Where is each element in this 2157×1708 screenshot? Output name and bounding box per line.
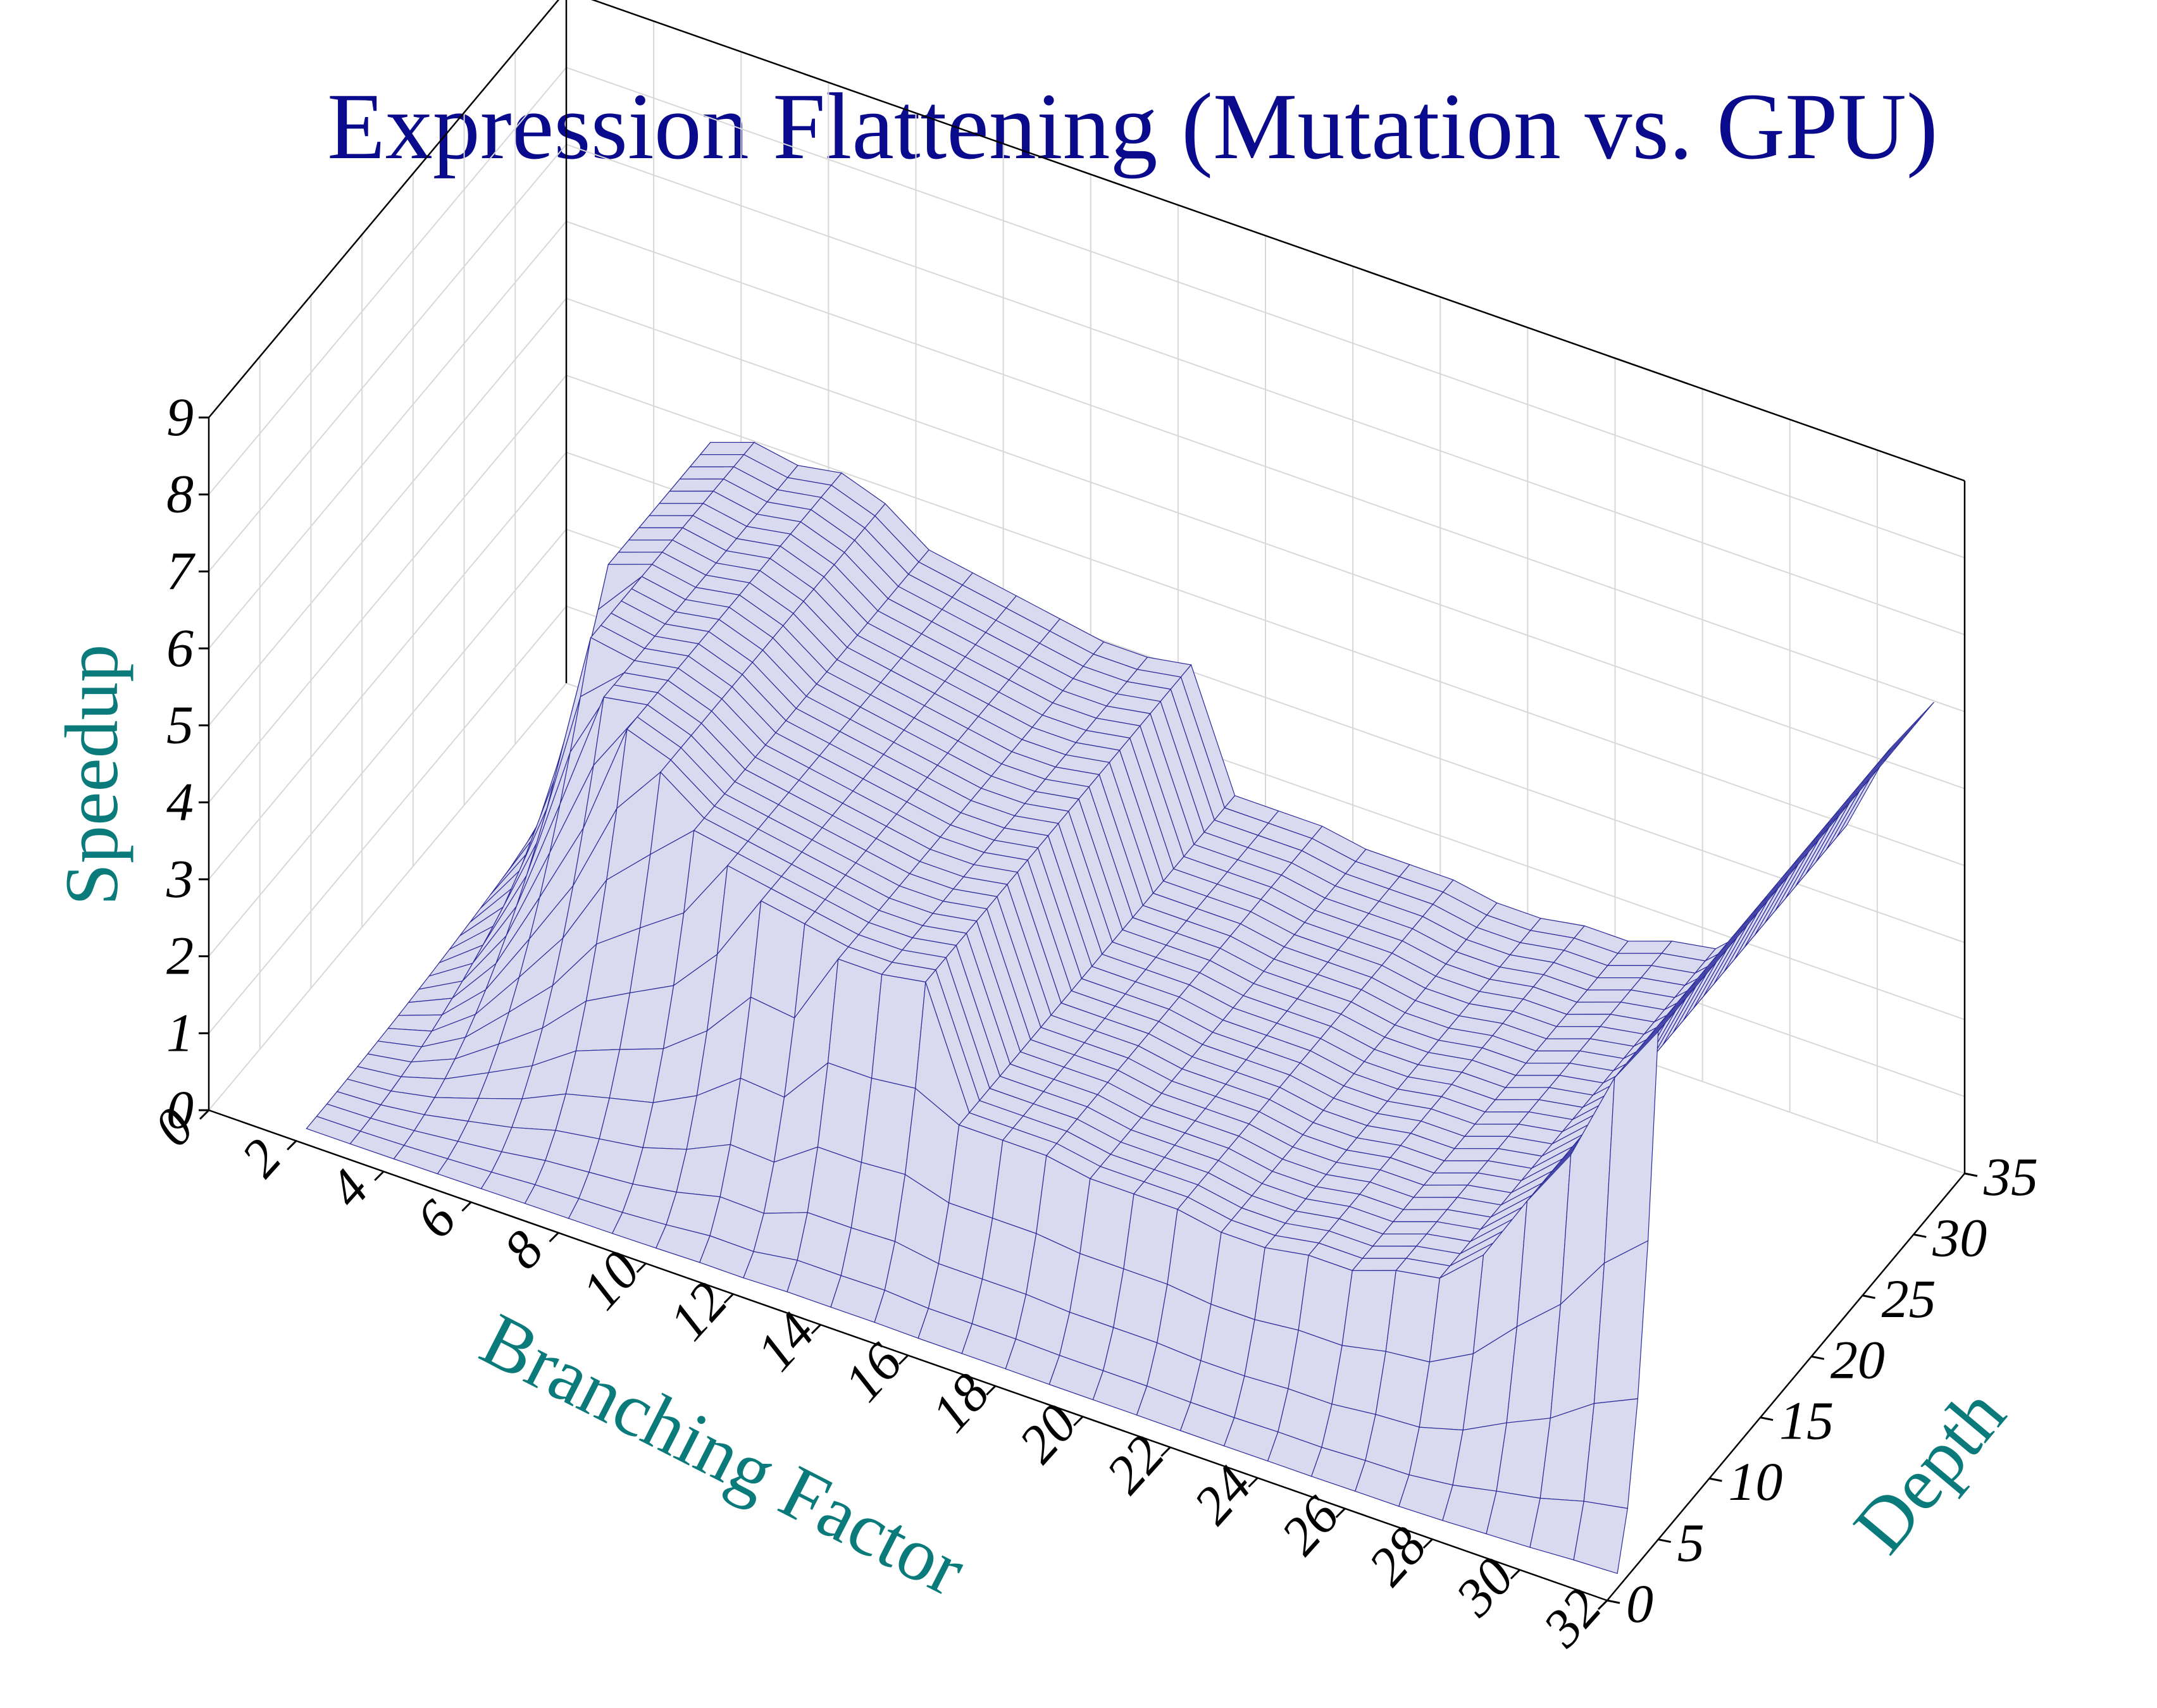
y-tick-label: 15 xyxy=(1779,1390,1834,1451)
y-tick-label: 5 xyxy=(1677,1513,1705,1573)
y-tick-mark xyxy=(1760,1416,1774,1421)
x-tick-label: 26 xyxy=(1269,1485,1351,1566)
z-tick-label: 5 xyxy=(166,695,194,755)
y-tick-label: 0 xyxy=(1626,1573,1653,1634)
x-tick-label: 22 xyxy=(1094,1423,1176,1504)
x-tick-label: 18 xyxy=(919,1362,1001,1443)
z-tick-label: 3 xyxy=(166,848,194,909)
grid-line xyxy=(208,221,567,649)
z-tick-label: 1 xyxy=(166,1002,194,1063)
grid-line xyxy=(208,605,567,1034)
x-tick-mark xyxy=(549,1232,559,1242)
axis-edge xyxy=(208,0,560,418)
y-tick-label: 30 xyxy=(1932,1207,1987,1268)
z-tick-label: 8 xyxy=(166,464,194,524)
x-tick-label: 16 xyxy=(832,1332,914,1413)
x-tick-mark xyxy=(374,1170,385,1181)
y-tick-mark xyxy=(1607,1599,1620,1604)
x-tick-label: 30 xyxy=(1443,1546,1526,1628)
x-tick-mark xyxy=(1073,1416,1084,1426)
z-tick-label: 4 xyxy=(166,771,194,832)
y-tick-label: 20 xyxy=(1831,1329,1885,1390)
chart-title: Expression Flattening (Mutation vs. GPU) xyxy=(327,74,1938,179)
x-tick-label: 20 xyxy=(1007,1393,1088,1474)
y-tick-mark xyxy=(1709,1477,1722,1482)
surface xyxy=(306,442,1935,1575)
surface-patch xyxy=(1573,1501,1628,1575)
z-tick-label: 6 xyxy=(166,617,194,678)
x-tick-label: 10 xyxy=(570,1240,652,1321)
y-tick-mark xyxy=(1913,1233,1927,1238)
y-tick-mark xyxy=(1811,1355,1825,1360)
grid-line xyxy=(208,67,567,495)
z-tick-label: 7 xyxy=(166,540,196,601)
x-tick-label: 12 xyxy=(657,1270,739,1351)
x-tick-label: 14 xyxy=(745,1301,826,1382)
x-tick-mark xyxy=(1510,1569,1520,1580)
y-tick-label: 25 xyxy=(1882,1268,1936,1329)
x-tick-mark xyxy=(811,1324,821,1335)
x-tick-mark xyxy=(1335,1507,1346,1518)
y-axis-label: Depth xyxy=(1837,1372,2021,1568)
x-axis-label: Branching Factor xyxy=(469,1297,979,1612)
y-tick-label: 10 xyxy=(1728,1451,1782,1512)
x-tick-mark xyxy=(636,1263,647,1273)
x-tick-mark xyxy=(199,1109,210,1120)
x-tick-label: 24 xyxy=(1182,1454,1264,1535)
x-tick-mark xyxy=(898,1354,909,1365)
x-tick-label: 32 xyxy=(1531,1577,1613,1659)
x-tick-mark xyxy=(1597,1599,1608,1611)
axis-edge xyxy=(1607,1173,1965,1601)
x-tick-mark xyxy=(723,1293,734,1304)
x-tick-mark xyxy=(986,1385,997,1395)
z-tick-label: 2 xyxy=(166,925,194,986)
grid-line xyxy=(208,298,567,726)
x-tick-mark xyxy=(1248,1477,1259,1488)
y-tick-label: 35 xyxy=(1983,1146,2038,1207)
grid-line xyxy=(208,452,567,880)
x-tick-mark xyxy=(1160,1446,1171,1457)
z-axis-label: Speedup xyxy=(49,644,134,905)
grid-line xyxy=(208,144,567,572)
x-tick-mark xyxy=(1422,1538,1433,1549)
x-tick-mark xyxy=(461,1201,472,1212)
y-tick-mark xyxy=(1964,1172,1978,1177)
y-tick-mark xyxy=(1862,1294,1875,1299)
x-tick-label: 28 xyxy=(1357,1516,1438,1597)
y-tick-mark xyxy=(1658,1538,1672,1544)
grid-line xyxy=(208,683,567,1111)
grid-line xyxy=(208,529,567,957)
z-tick-label: 9 xyxy=(166,387,194,447)
axis-edge xyxy=(590,0,1965,482)
z-tick-label: 0 xyxy=(166,1079,194,1140)
x-tick-mark xyxy=(287,1140,297,1151)
grid-line xyxy=(208,374,567,803)
